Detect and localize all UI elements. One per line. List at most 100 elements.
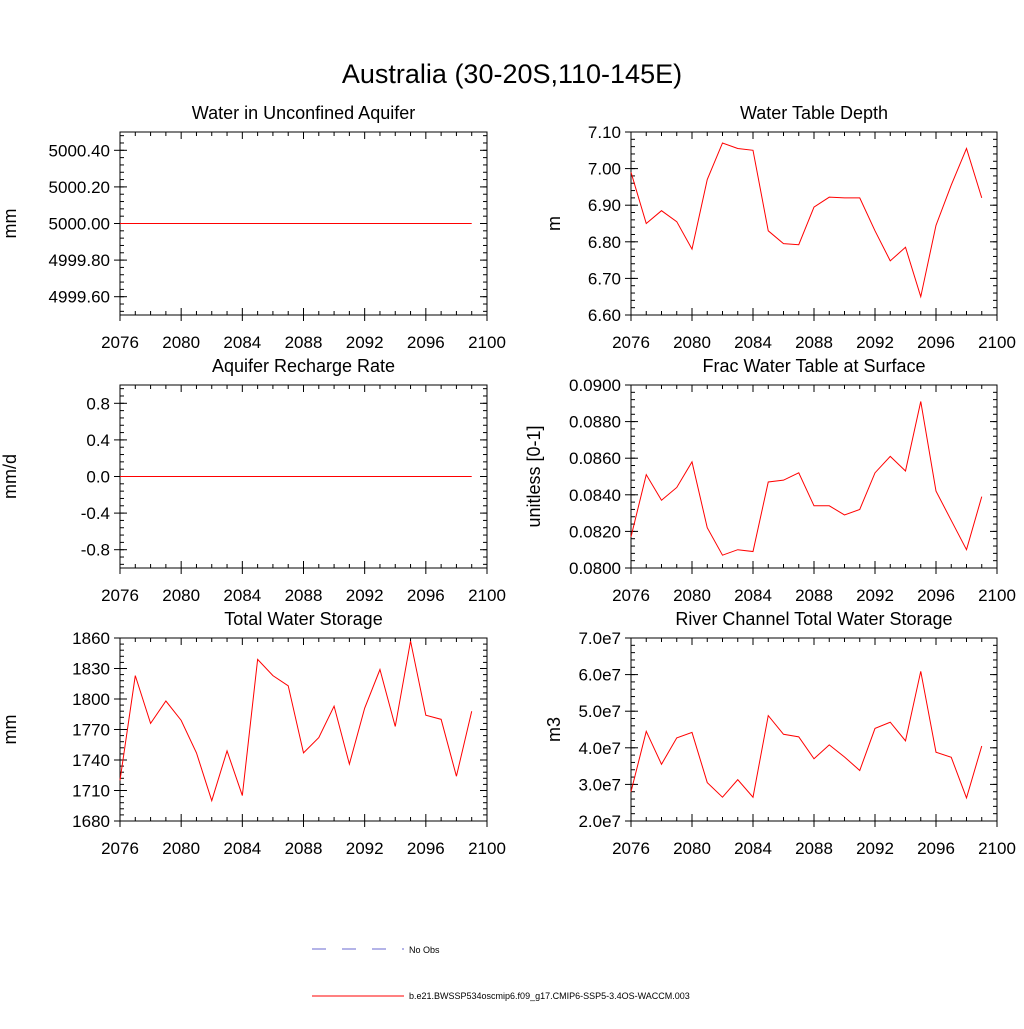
y-tick-label: -0.4 bbox=[81, 504, 110, 523]
x-tick-label: 2100 bbox=[468, 333, 506, 352]
y-tick-label: 5000.20 bbox=[49, 178, 110, 197]
y-tick-label: 1770 bbox=[72, 721, 110, 740]
x-tick-label: 2080 bbox=[673, 586, 711, 605]
panel-4: 2076 2080 2084 2088 2092 2096 2100 0.0800 0.0820… bbox=[524, 356, 1016, 605]
y-tick-label: 7.00 bbox=[588, 160, 621, 179]
y-tick-label: 0.0880 bbox=[569, 413, 621, 432]
y-tick-label: 1800 bbox=[72, 690, 110, 709]
y-tick-label: 0.0 bbox=[86, 468, 110, 487]
y-axis-label: mm/d bbox=[0, 454, 20, 499]
y-tick-label: 6.60 bbox=[588, 306, 621, 325]
x-tick-label: 2092 bbox=[346, 839, 384, 858]
y-axis-label: m bbox=[544, 216, 564, 231]
y-tick-label: 6.80 bbox=[588, 233, 621, 252]
y-tick-label: 5000.40 bbox=[49, 141, 110, 160]
y-tick-label: 5.0e7 bbox=[578, 702, 621, 721]
panel-title: Water in Unconfined Aquifer bbox=[192, 103, 415, 123]
series-line bbox=[119, 640, 473, 803]
x-tick-label: 2092 bbox=[346, 333, 384, 352]
x-tick-label: 2084 bbox=[223, 333, 261, 352]
y-tick-label: 0.4 bbox=[86, 431, 110, 450]
x-tick-label: 2084 bbox=[223, 839, 261, 858]
y-tick-label: 1860 bbox=[72, 629, 110, 648]
x-tick-label: 2076 bbox=[101, 586, 139, 605]
series-line bbox=[630, 142, 983, 299]
y-tick-label: 6.0e7 bbox=[578, 666, 621, 685]
x-tick-label: 2088 bbox=[285, 586, 323, 605]
plot-frame bbox=[630, 637, 998, 822]
x-tick-label: 2100 bbox=[468, 839, 506, 858]
panel-3: 2076 2080 2084 2088 2092 2096 2100 -0.8 -0.4 0.0 0… bbox=[0, 356, 506, 605]
x-tick-label: 2100 bbox=[978, 839, 1016, 858]
y-tick-label: 1830 bbox=[72, 660, 110, 679]
panel-title: Aquifer Recharge Rate bbox=[212, 356, 395, 376]
plot-frame bbox=[630, 384, 998, 569]
series-line bbox=[630, 401, 983, 556]
y-axis-label: mm bbox=[0, 715, 20, 745]
x-tick-label: 2080 bbox=[673, 333, 711, 352]
x-tick-label: 2076 bbox=[612, 333, 650, 352]
x-tick-label: 2096 bbox=[407, 333, 445, 352]
x-tick-label: 2088 bbox=[795, 333, 833, 352]
x-tick-label: 2096 bbox=[917, 333, 955, 352]
y-tick-label: 5000.00 bbox=[49, 215, 110, 234]
plot-frame bbox=[630, 131, 998, 316]
x-tick-label: 2096 bbox=[407, 586, 445, 605]
y-tick-label: 2.0e7 bbox=[578, 812, 621, 831]
panels: 2076 2080 2084 2088 2092 2096 2100 4999.60 4999.… bbox=[0, 103, 1016, 858]
x-tick-label: 2092 bbox=[856, 586, 894, 605]
y-tick-label: 6.70 bbox=[588, 269, 621, 288]
y-axis-label: m3 bbox=[544, 717, 564, 742]
y-tick-label: 4999.60 bbox=[49, 288, 110, 307]
x-tick-label: 2096 bbox=[917, 586, 955, 605]
x-tick-label: 2088 bbox=[285, 839, 323, 858]
x-tick-label: 2088 bbox=[795, 839, 833, 858]
panel-5: 2076 2080 2084 2088 2092 2096 2100 1680 1710 1740… bbox=[0, 609, 506, 858]
x-tick-label: 2076 bbox=[101, 839, 139, 858]
x-tick-label: 2100 bbox=[468, 586, 506, 605]
legend-model-label: b.e21.BWSSP534oscmip6.f09_g17.CMIP6-SSP5… bbox=[409, 991, 690, 1001]
y-tick-label: 1740 bbox=[72, 751, 110, 770]
panel-2: 2076 2080 2084 2088 2092 2096 2100 6.60 6.70 6.80… bbox=[544, 103, 1016, 352]
y-tick-label: 3.0e7 bbox=[578, 775, 621, 794]
x-tick-label: 2088 bbox=[795, 586, 833, 605]
x-tick-label: 2080 bbox=[162, 333, 200, 352]
y-tick-label: 1710 bbox=[72, 782, 110, 801]
x-tick-label: 2100 bbox=[978, 586, 1016, 605]
panel-6: 2076 2080 2084 2088 2092 2096 2100 2.0e7 3.0e7 4.… bbox=[544, 609, 1016, 858]
panel-title: River Channel Total Water Storage bbox=[675, 609, 952, 629]
y-tick-label: 0.0800 bbox=[569, 559, 621, 578]
y-tick-label: 7.10 bbox=[588, 123, 621, 142]
y-tick-label: 1680 bbox=[72, 812, 110, 831]
x-tick-label: 2080 bbox=[673, 839, 711, 858]
panel-title: Frac Water Table at Surface bbox=[702, 356, 925, 376]
y-tick-label: 0.8 bbox=[86, 394, 110, 413]
x-tick-label: 2084 bbox=[223, 586, 261, 605]
x-tick-label: 2084 bbox=[734, 586, 772, 605]
y-tick-label: 7.0e7 bbox=[578, 629, 621, 648]
panel-title: Water Table Depth bbox=[740, 103, 888, 123]
y-tick-label: 0.0860 bbox=[569, 449, 621, 468]
x-tick-label: 2092 bbox=[346, 586, 384, 605]
y-tick-label: 0.0840 bbox=[569, 486, 621, 505]
legend-obs-label: No Obs bbox=[409, 945, 440, 955]
y-tick-label: 4999.80 bbox=[49, 251, 110, 270]
y-tick-label: 6.90 bbox=[588, 196, 621, 215]
x-tick-label: 2084 bbox=[734, 839, 772, 858]
y-tick-label: 0.0820 bbox=[569, 522, 621, 541]
series-line bbox=[630, 671, 983, 800]
legend: No Obs b.e21.BWSSP534oscmip6.f09_g17.CMI… bbox=[312, 945, 690, 1001]
x-tick-label: 2076 bbox=[612, 586, 650, 605]
x-tick-label: 2080 bbox=[162, 839, 200, 858]
x-tick-label: 2076 bbox=[612, 839, 650, 858]
plot-frame bbox=[119, 637, 488, 822]
x-tick-label: 2076 bbox=[101, 333, 139, 352]
y-tick-label: -0.8 bbox=[81, 541, 110, 560]
x-tick-label: 2080 bbox=[162, 586, 200, 605]
x-tick-label: 2100 bbox=[978, 333, 1016, 352]
y-tick-label: 0.0900 bbox=[569, 376, 621, 395]
x-tick-label: 2092 bbox=[856, 333, 894, 352]
x-tick-label: 2088 bbox=[285, 333, 323, 352]
y-axis-label: unitless [0-1] bbox=[524, 425, 544, 527]
